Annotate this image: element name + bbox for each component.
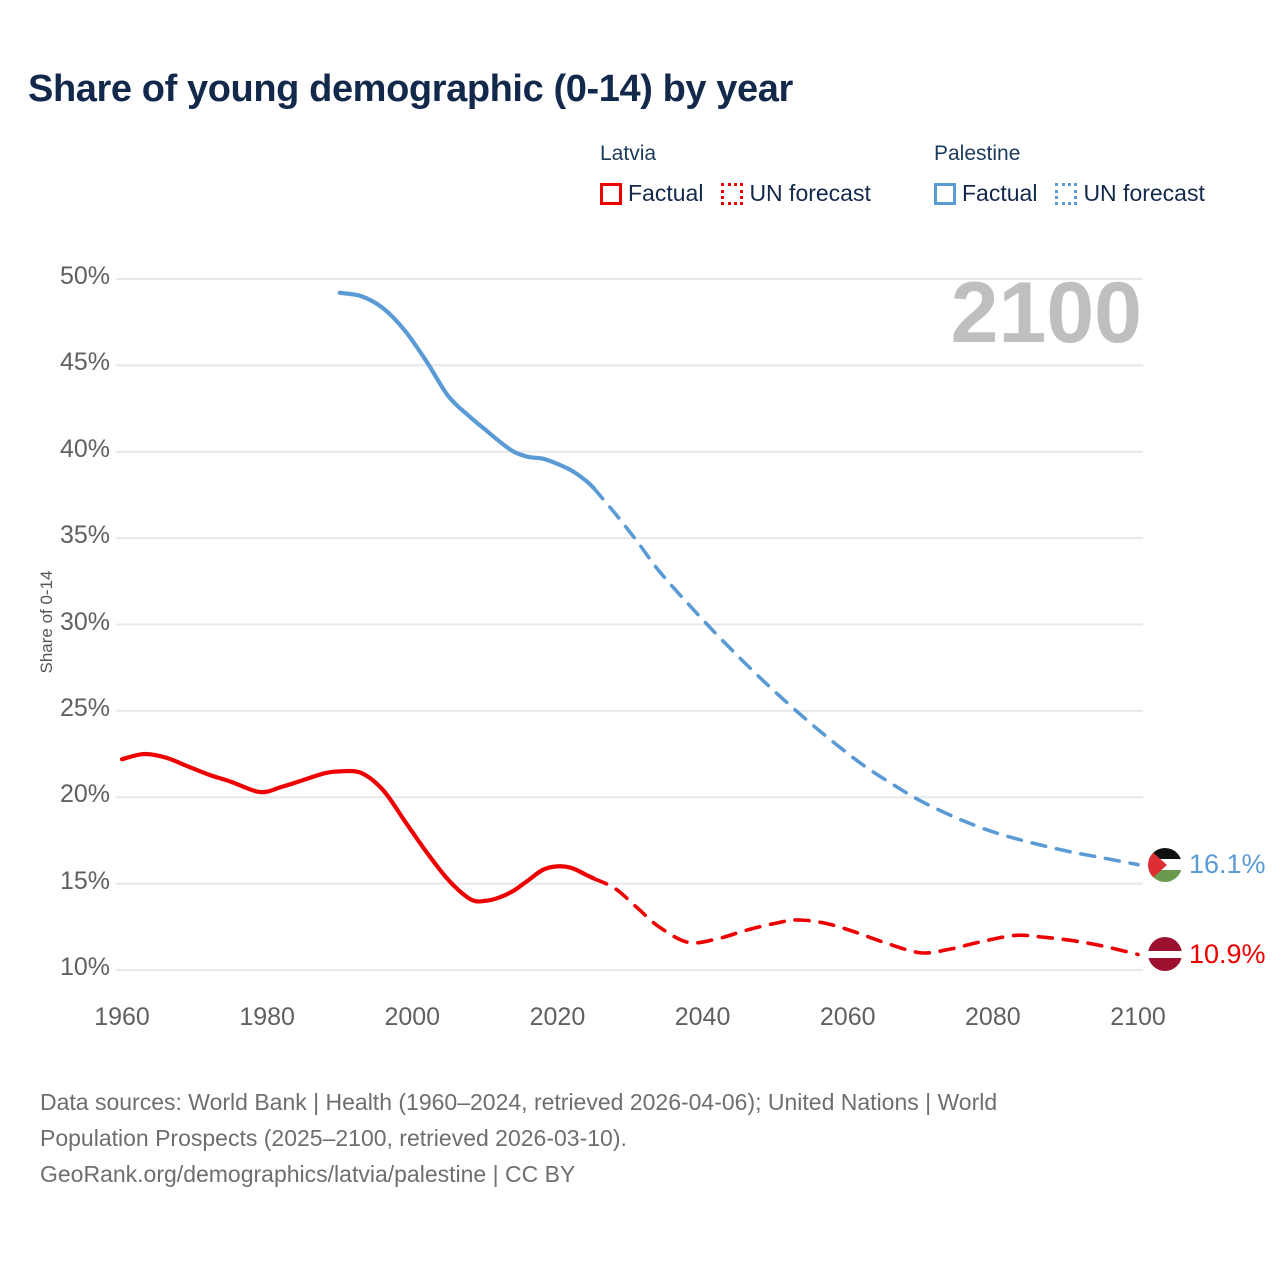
footer-line-2: Population Prospects (2025–2100, retriev… bbox=[40, 1125, 627, 1151]
end-label-value: 16.1% bbox=[1189, 849, 1266, 880]
y-axis-tick-label: 30% bbox=[59, 607, 110, 636]
x-axis-tick-label: 2080 bbox=[965, 1003, 1021, 1031]
latvia-flag-icon bbox=[1148, 937, 1182, 972]
series-line-palestine-un-forecast bbox=[591, 486, 1140, 867]
y-axis-tick-label: 45% bbox=[59, 348, 110, 377]
x-axis-tick-label: 2020 bbox=[529, 1003, 586, 1031]
palestine-flag-icon bbox=[1148, 847, 1182, 882]
end-label-value: 10.9% bbox=[1189, 938, 1266, 969]
series-line-palestine-factual bbox=[337, 290, 596, 491]
legend-swatch-dotted-icon bbox=[721, 182, 744, 205]
y-axis-tick-label: 10% bbox=[59, 953, 110, 981]
x-axis-tick-label: 2060 bbox=[819, 1003, 876, 1031]
legend-item-palestine-forecast[interactable]: UN forecast bbox=[1055, 180, 1205, 207]
legend-items: Factual UN forecast bbox=[934, 180, 1205, 207]
legend-item-label: UN forecast bbox=[749, 180, 871, 206]
series-line-latvia-un-forecast bbox=[591, 876, 1140, 957]
legend-item-label: Factual bbox=[628, 180, 704, 206]
legend-item-latvia-factual[interactable]: Factual bbox=[600, 180, 703, 207]
page-title: Share of young demographic (0-14) by yea… bbox=[28, 68, 793, 110]
chart-legend: Latvia Factual UN forecast Palestine Fac… bbox=[600, 142, 1260, 232]
legend-item-label: Factual bbox=[962, 180, 1038, 206]
footer-line-3[interactable]: GeoRank.org/demographics/latvia/palestin… bbox=[40, 1161, 576, 1187]
end-label-palestine: 16.1% bbox=[1148, 847, 1266, 882]
plot-area: Share of 0-14 2100 10% 15% 20% 25% 30% 35% 40%… bbox=[37, 262, 1266, 1031]
legend-group-latvia: Latvia Factual UN forecast bbox=[600, 142, 871, 207]
end-label-latvia: 10.9% bbox=[1148, 937, 1266, 972]
chart-svg bbox=[116, 278, 1143, 971]
series-line-latvia-factual bbox=[119, 751, 596, 904]
y-axis-tick-label: 20% bbox=[59, 780, 110, 809]
legend-group-palestine: Palestine Factual UN forecast bbox=[934, 142, 1205, 207]
x-axis-tick-label: 2040 bbox=[674, 1003, 731, 1031]
legend-swatch-solid-icon bbox=[934, 182, 956, 205]
y-axis-tick-label: 25% bbox=[59, 693, 110, 722]
gridlines bbox=[116, 278, 1143, 971]
x-axis-tick-label: 2000 bbox=[384, 1003, 441, 1031]
legend-country-label: Latvia bbox=[600, 142, 657, 165]
watermark-year: 2100 bbox=[950, 265, 1142, 361]
series-lines bbox=[119, 290, 1140, 957]
y-axis-tick-label: 40% bbox=[59, 434, 110, 463]
y-axis-tick-label: 15% bbox=[59, 866, 110, 895]
y-axis-tick-label: 50% bbox=[59, 262, 110, 290]
footer-sources: Data sources: World Bank | Health (1960–… bbox=[40, 1084, 1220, 1192]
x-axis-tick-label: 1980 bbox=[239, 1003, 295, 1031]
legend-item-label: UN forecast bbox=[1083, 180, 1205, 206]
legend-item-palestine-factual[interactable]: Factual bbox=[934, 180, 1037, 207]
y-axis-tick-label: 35% bbox=[59, 521, 110, 550]
x-axis-tick-label: 1960 bbox=[94, 1003, 150, 1031]
footer-line-1: Data sources: World Bank | Health (1960–… bbox=[40, 1089, 998, 1115]
legend-items: Factual UN forecast bbox=[600, 180, 871, 207]
legend-swatch-solid-icon bbox=[600, 182, 622, 205]
legend-swatch-dotted-icon bbox=[1055, 182, 1078, 205]
legend-item-latvia-forecast[interactable]: UN forecast bbox=[721, 180, 871, 207]
x-axis-tick-label: 2100 bbox=[1110, 1003, 1166, 1031]
legend-country-label: Palestine bbox=[934, 142, 1021, 165]
